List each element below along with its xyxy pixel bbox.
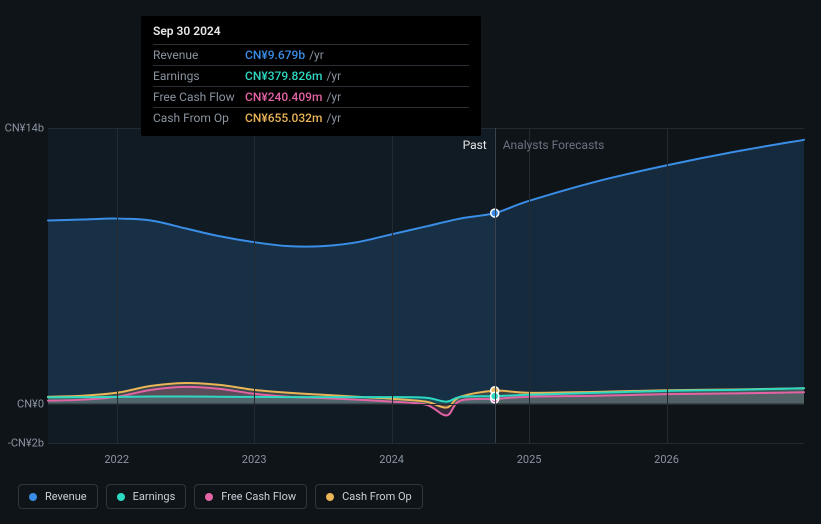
legend-item-earnings[interactable]: Earnings (106, 484, 187, 509)
x-axis-tick: 2025 (517, 453, 542, 466)
legend-item-revenue[interactable]: Revenue (18, 484, 98, 509)
tooltip-metric-unit: /yr (309, 48, 324, 62)
tooltip-metric-value: CN¥240.409m (245, 90, 322, 104)
tooltip-metric-unit: /yr (326, 69, 341, 83)
gridline-vertical (117, 128, 118, 443)
legend-dot-icon (205, 493, 213, 501)
gridline-vertical (392, 128, 393, 443)
gridline-vertical (254, 128, 255, 443)
forecast-label: Analysts Forecasts (503, 138, 605, 152)
legend-dot-icon (326, 493, 334, 501)
y-axis-tick: CN¥0 (17, 397, 44, 410)
tooltip-metric-value: CN¥379.826m (245, 69, 322, 83)
past-label: Past (463, 138, 487, 152)
tooltip-row: Cash From OpCN¥655.032m/yr (153, 107, 469, 128)
tooltip-metric-label: Cash From Op (153, 111, 245, 125)
chart-legend: Revenue Earnings Free Cash Flow Cash From O… (18, 484, 423, 509)
tooltip-metric-unit: /yr (326, 111, 341, 125)
gridline-vertical (667, 128, 668, 443)
tooltip-row: Free Cash FlowCN¥240.409m/yr (153, 86, 469, 107)
tooltip-metric-label: Free Cash Flow (153, 90, 245, 104)
x-axis-tick: 2022 (104, 453, 129, 466)
tooltip-metric-label: Revenue (153, 48, 245, 62)
tooltip-row: EarningsCN¥379.826m/yr (153, 65, 469, 86)
tooltip-date: Sep 30 2024 (153, 24, 469, 38)
legend-item-cash-from-op[interactable]: Cash From Op (315, 484, 423, 509)
legend-label: Earnings (133, 490, 176, 503)
legend-item-free-cash-flow[interactable]: Free Cash Flow (194, 484, 307, 509)
y-axis-tick: CN¥14b (5, 122, 44, 135)
tooltip-metric-value: CN¥9.679b (245, 48, 305, 62)
legend-label: Cash From Op (342, 490, 412, 503)
x-axis-tick: 2026 (654, 453, 679, 466)
x-axis-tick: 2023 (242, 453, 267, 466)
past-forecast-divider (495, 128, 496, 443)
legend-dot-icon (117, 493, 125, 501)
tooltip-metric-unit: /yr (326, 90, 341, 104)
gridline-horizontal (48, 443, 804, 444)
x-axis-tick: 2024 (379, 453, 404, 466)
tooltip-metric-value: CN¥655.032m (245, 111, 322, 125)
chart-svg (48, 128, 804, 443)
tooltip-metric-label: Earnings (153, 69, 245, 83)
tooltip-row: RevenueCN¥9.679b/yr (153, 44, 469, 65)
legend-dot-icon (29, 493, 37, 501)
legend-label: Free Cash Flow (221, 490, 296, 503)
y-axis-tick: -CN¥2b (8, 437, 44, 450)
gridline-vertical (529, 128, 530, 443)
legend-label: Revenue (45, 490, 87, 503)
gridline-horizontal (48, 404, 804, 405)
earnings-chart: CN¥14bCN¥0-CN¥2b20222023202420252026Past… (48, 128, 804, 443)
chart-tooltip: Sep 30 2024 RevenueCN¥9.679b/yrEarningsC… (141, 16, 481, 136)
